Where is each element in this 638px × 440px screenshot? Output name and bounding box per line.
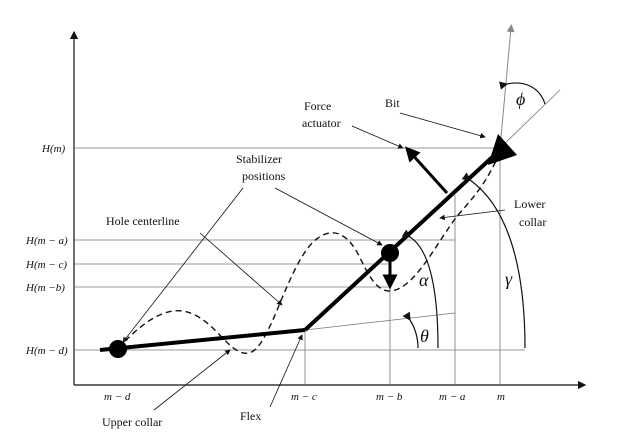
stabilizer-leader-line-1 [122,187,244,343]
bit-label: Bit [385,96,400,110]
force-actuator-arrow [404,146,449,195]
stabilizer-label-line2: positions [242,169,286,183]
alpha-arc [401,229,439,349]
drill-string-flex-segment [99,328,306,352]
phi-arc [499,81,546,105]
gamma-label: γ [505,269,513,289]
bit-direction-arrow [499,24,515,149]
y-tick-label: H(m − a) [25,235,68,247]
force-actuator-label-line1: Force [304,99,331,113]
theta-arc [402,311,419,349]
upper-collar-marker [109,340,127,358]
y-tick-label: H(m −b) [25,282,65,294]
y-tick-label: H(m − c) [25,259,67,271]
lower-collar-leader-line [439,209,506,221]
x-tick-label: m − d [104,391,131,403]
lower-collar-label-line1: Lower [514,197,545,211]
stabilizer-label-line1: Stabilizer [236,152,282,166]
upper-collar-leader-line [153,349,231,411]
x-tick-label: m − b [376,391,403,403]
flex-leader-line [269,334,303,408]
x-tick-label: m − c [291,391,317,403]
upper-collar-label: Upper collar [102,415,162,429]
x-tick-label: m [497,391,505,403]
hole-centerline-path [117,151,501,354]
force-actuator-leader-line [351,125,404,149]
hole-centerline-leader-line [199,232,283,306]
bit-marker [488,134,517,165]
y-tick-label: H(m − d) [25,345,68,357]
alpha-label: α [419,270,429,290]
theta-reference-line [304,312,456,331]
stabilizer-leader-line-2 [274,187,383,246]
force-actuator-label-line2: actuator [302,116,341,130]
y-tick-label: H(m) [41,143,66,155]
bit-leader-line [399,112,486,139]
gamma-arc [461,172,526,349]
theta-label: θ [420,326,429,346]
lower-collar-label-line2: collar [519,215,546,229]
x-tick-label: m − a [439,391,466,403]
phi-reference-line [499,89,561,149]
flex-label: Flex [240,409,261,423]
stabilizer-marker [381,244,399,262]
phi-label: ϕ [516,89,525,109]
hole-centerline-label: Hole centerline [106,214,180,228]
